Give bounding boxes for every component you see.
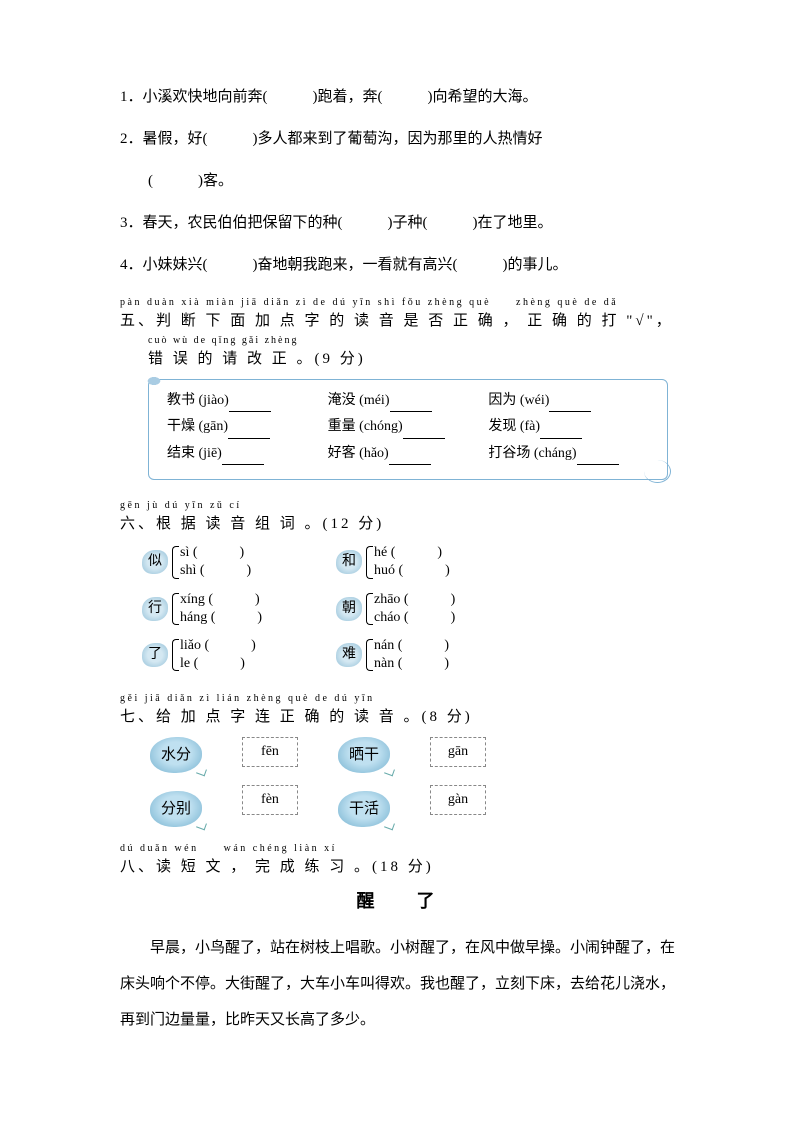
leaf-word: 晒干 <box>338 737 390 773</box>
leaf-word: 水分 <box>150 737 202 773</box>
section-8-hanzi: 八、读 短 文 ， 完 成 练 习 。(18 分) <box>120 855 683 879</box>
reading-a[interactable]: sì ( ) <box>180 544 251 562</box>
question-1: 1．小溪欢快地向前奔( )跑着，奔( )向希望的大海。 <box>120 85 683 109</box>
answer-blank[interactable] <box>540 425 582 439</box>
box5-cell: 结束 (jiē) <box>167 446 222 461</box>
section-5-box: 教书 (jiào) 淹没 (méi) 因为 (wéi) 干燥 (gān) 重量 … <box>148 379 668 480</box>
box5-cell: 打谷场 (cháng) <box>488 446 576 461</box>
box5-row-0: 教书 (jiào) 淹没 (méi) 因为 (wéi) <box>167 390 649 412</box>
answer-blank[interactable] <box>229 398 271 412</box>
answer-blank[interactable] <box>222 451 264 465</box>
reading-options: hé ( )huó ( ) <box>364 544 450 580</box>
reading-options: sì ( )shì ( ) <box>170 544 251 580</box>
question-4: 4．小妹妹兴( )奋地朝我跑来，一看就有高兴( )的事儿。 <box>120 253 683 277</box>
group-char: 难 <box>336 643 362 667</box>
answer-blank[interactable] <box>577 451 619 465</box>
reading-a[interactable]: xíng ( ) <box>180 591 262 609</box>
reading-a[interactable]: liǎo ( ) <box>180 637 256 655</box>
pinyin-box[interactable]: fēn <box>242 737 298 767</box>
pinyin-box[interactable]: gàn <box>430 785 486 815</box>
reading-b[interactable]: le ( ) <box>180 655 256 673</box>
answer-blank[interactable] <box>549 398 591 412</box>
section-8-heading: dú duǎn wén wán chéng liàn xí 八、读 短 文 ， … <box>120 841 683 879</box>
leaf-word: 分别 <box>150 791 202 827</box>
box5-cell: 淹没 (méi) <box>328 393 390 408</box>
group-char: 和 <box>336 550 362 574</box>
passage-title: 醒 了 <box>120 887 683 916</box>
word-group: 朝zhāo ( )cháo ( ) <box>336 591 504 627</box>
box5-cell: 重量 (chóng) <box>328 419 403 434</box>
section-7-content: 水分 分别 fēn fèn 晒干 干活 gān gàn <box>150 737 683 827</box>
word-group: 和hé ( )huó ( ) <box>336 544 504 580</box>
box5-cell: 发现 (fà) <box>488 419 540 434</box>
reading-b[interactable]: shì ( ) <box>180 562 251 580</box>
pinyin-box[interactable]: fèn <box>242 785 298 815</box>
box5-row-1: 干燥 (gān) 重量 (chóng) 发现 (fà) <box>167 416 649 438</box>
word-group: 了liǎo ( )le ( ) <box>142 637 310 673</box>
reading-options: zhāo ( )cháo ( ) <box>364 591 455 627</box>
passage-text: 早晨，小鸟醒了，站在树枝上唱歌。小树醒了，在风中做早操。小闹钟醒了，在床头响个不… <box>120 930 683 1038</box>
reading-options: liǎo ( )le ( ) <box>170 637 256 673</box>
box5-cell: 好客 (hǎo) <box>328 446 389 461</box>
group-char: 行 <box>142 597 168 621</box>
reading-options: nán ( )nàn ( ) <box>364 637 449 673</box>
box5-cell: 教书 (jiào) <box>167 393 229 408</box>
reading-b[interactable]: huó ( ) <box>374 562 450 580</box>
question-2b: ( )客。 <box>120 169 683 193</box>
word-group: 似sì ( )shì ( ) <box>142 544 310 580</box>
answer-blank[interactable] <box>390 398 432 412</box>
section-5-heading: pàn duàn xià miàn jiā diǎn zì de dú yīn … <box>120 295 683 371</box>
section-5-hanzi2: 错 误 的 请 改 正 。(9 分) <box>148 347 683 371</box>
section-6-heading: gēn jù dú yīn zǔ cí 六、根 据 读 音 组 词 。(12 分… <box>120 498 683 536</box>
group-char: 了 <box>142 643 168 667</box>
word-group: 行xíng ( )háng ( ) <box>142 591 310 627</box>
reading-a[interactable]: hé ( ) <box>374 544 450 562</box>
question-2a: 2．暑假，好( )多人都来到了葡萄沟，因为那里的人热情好 <box>120 127 683 151</box>
reading-a[interactable]: nán ( ) <box>374 637 449 655</box>
group-char: 似 <box>142 550 168 574</box>
box5-row-2: 结束 (jiē) 好客 (hǎo) 打谷场 (cháng) <box>167 443 649 465</box>
section-7-hanzi: 七、给 加 点 字 连 正 确 的 读 音 。(8 分) <box>120 705 683 729</box>
word-group: 难nán ( )nàn ( ) <box>336 637 504 673</box>
pinyin-box[interactable]: gān <box>430 737 486 767</box>
reading-options: xíng ( )háng ( ) <box>170 591 262 627</box>
box5-cell: 干燥 (gān) <box>167 419 228 434</box>
box5-cell: 因为 (wéi) <box>488 393 549 408</box>
section-6-grid: 似sì ( )shì ( )和hé ( )huó ( )行xíng ( )hán… <box>142 544 683 683</box>
answer-blank[interactable] <box>403 425 445 439</box>
question-3: 3．春天，农民伯伯把保留下的种( )子种( )在了地里。 <box>120 211 683 235</box>
answer-blank[interactable] <box>228 425 270 439</box>
answer-blank[interactable] <box>389 451 431 465</box>
reading-b[interactable]: nàn ( ) <box>374 655 449 673</box>
leaf-word: 干活 <box>338 791 390 827</box>
section-7-heading: gěi jiā diǎn zì lián zhèng què de dú yīn… <box>120 691 683 729</box>
section-5-hanzi1: 五、判 断 下 面 加 点 字 的 读 音 是 否 正 确 ， 正 确 的 打 … <box>120 309 683 333</box>
group-char: 朝 <box>336 597 362 621</box>
reading-b[interactable]: cháo ( ) <box>374 609 455 627</box>
section-6-hanzi: 六、根 据 读 音 组 词 。(12 分) <box>120 512 683 536</box>
reading-a[interactable]: zhāo ( ) <box>374 591 455 609</box>
reading-b[interactable]: háng ( ) <box>180 609 262 627</box>
